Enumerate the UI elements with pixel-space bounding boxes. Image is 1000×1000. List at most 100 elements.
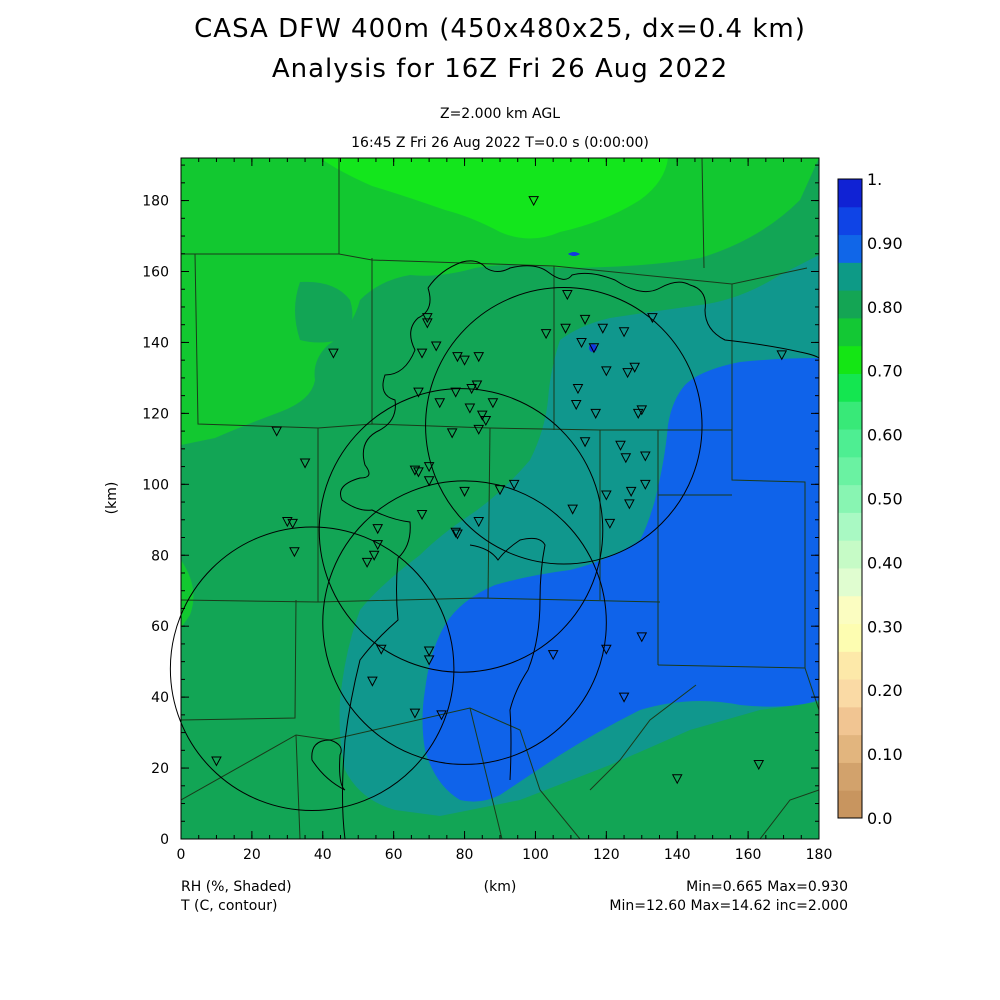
station-marker — [671, 774, 683, 785]
station-marker — [618, 692, 630, 703]
station-marker — [547, 650, 559, 661]
colorbar-swatch — [838, 734, 862, 763]
station-marker — [409, 465, 421, 476]
colorbar-label: 0.40 — [867, 553, 903, 572]
station-marker — [487, 398, 499, 409]
station-marker — [452, 529, 463, 540]
station-marker — [636, 405, 648, 416]
colorbar-tick-labels: 0.0 0.10 0.20 0.30 0.40 0.50 0.60 0.70 0.80 0.90 1… — [867, 170, 903, 828]
x-tick-label: 60 — [385, 847, 403, 863]
station-marker — [590, 408, 602, 419]
radar-range-ring — [169, 526, 455, 812]
colorbar-swatch — [838, 234, 862, 263]
rh-shaded-field — [181, 158, 819, 839]
station-marker — [423, 476, 435, 487]
station-marker — [776, 350, 788, 361]
station-marker — [464, 403, 476, 414]
station-marker — [452, 352, 463, 363]
colorbar-swatch — [838, 179, 862, 208]
colorbar-label: 1. — [867, 170, 882, 189]
y-tick-label: 60 — [151, 619, 169, 635]
station-marker — [423, 462, 435, 473]
colorbar-swatch — [838, 345, 862, 374]
station-marker — [446, 428, 458, 439]
station-marker — [473, 517, 485, 528]
station-marker — [434, 398, 446, 409]
station-marker — [409, 708, 421, 719]
x-tick-label: 0 — [177, 847, 186, 863]
colorbar-label: 0.60 — [867, 426, 903, 445]
temperature-contour — [469, 537, 546, 781]
station-marker — [540, 329, 552, 340]
colorbar-swatch — [838, 401, 862, 430]
station-marker — [601, 366, 612, 377]
colorbar-swatch — [838, 706, 862, 736]
level-label: Z=2.000 km AGL — [439, 106, 561, 122]
colorbar-swatch — [838, 567, 862, 597]
y-tick-label: 140 — [142, 335, 169, 351]
y-tick-label: 80 — [151, 548, 169, 564]
station-marker — [629, 362, 641, 373]
y-tick-label: 180 — [142, 194, 169, 210]
station-marker — [375, 644, 387, 655]
colorbar-swatch — [838, 540, 862, 569]
temperature-contour — [311, 260, 820, 840]
colorbar-label: 0.30 — [867, 617, 903, 636]
radar-range-ring — [425, 287, 703, 565]
x-tick-label: 180 — [806, 847, 833, 863]
station-marker — [639, 479, 651, 490]
station-marker — [601, 490, 612, 501]
colorbar-swatch — [838, 456, 862, 486]
station-marker — [473, 424, 485, 435]
y-tick-label: 20 — [151, 761, 169, 777]
station-marker — [572, 384, 584, 395]
station-marker — [528, 196, 540, 207]
station-marker — [625, 486, 637, 497]
station-marker — [508, 479, 520, 490]
colorbar-label: 0.90 — [867, 234, 903, 253]
station-marker — [211, 756, 222, 767]
station-marker — [480, 415, 492, 427]
station-marker — [622, 368, 633, 379]
colorbar-swatch — [838, 317, 862, 347]
x-tick-label: 100 — [522, 847, 549, 863]
colorbar-swatch — [838, 373, 862, 402]
station-marker — [367, 676, 378, 687]
map-title: CASA DFW 400m (450x480x25, dx=0.4 km) — [194, 14, 806, 44]
radar-range-ring — [318, 388, 604, 673]
x-tick-label: 120 — [593, 847, 620, 863]
rh-zone-teal-green-west — [295, 281, 353, 343]
station-marker — [567, 504, 578, 515]
station-marker — [620, 453, 632, 464]
station-marker — [416, 509, 428, 521]
rh-footer-label: RH (%, Shaded) — [181, 879, 292, 895]
radar-range-rings — [169, 287, 703, 812]
station-marker — [450, 527, 462, 538]
station-marker — [271, 426, 283, 437]
rh-zone-dark-blue-speck — [568, 252, 580, 256]
station-marker — [636, 632, 648, 643]
station-marker — [624, 499, 635, 510]
station-marker — [476, 410, 488, 421]
station-marker — [372, 524, 384, 535]
station-marker — [422, 318, 433, 329]
station-marker — [473, 352, 485, 363]
x-axis: 0 20 40 60 80 100 120 140 160 180 — [177, 158, 833, 863]
station-marker — [570, 400, 582, 411]
station-marker — [588, 343, 600, 354]
station-marker — [601, 644, 612, 655]
temp-footer-label: T (C, contour) — [180, 898, 277, 914]
station-marker — [423, 655, 435, 666]
station-marker — [299, 458, 311, 469]
station-marker — [494, 485, 506, 496]
x-tick-label: 40 — [314, 847, 332, 863]
station-marker — [413, 467, 424, 478]
station-marker — [436, 710, 447, 721]
colorbar-swatch — [838, 206, 862, 236]
colorbar-swatch — [838, 290, 862, 319]
colorbar-swatch — [838, 762, 862, 791]
x-tick-label: 80 — [456, 847, 474, 863]
y-axis-label: (km) — [104, 482, 120, 515]
station-marker — [471, 380, 483, 391]
colorbar-label: 0.70 — [867, 362, 903, 381]
